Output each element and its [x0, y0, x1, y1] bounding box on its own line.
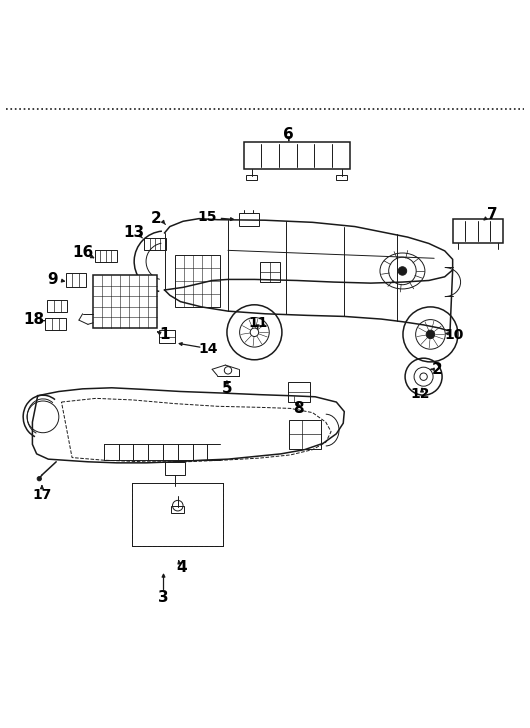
Text: 12: 12 [410, 387, 430, 401]
Circle shape [426, 331, 435, 339]
Bar [93, 275, 157, 328]
Text: 2: 2 [151, 211, 162, 226]
Bar [260, 262, 280, 282]
Bar [288, 382, 310, 402]
Bar [47, 299, 67, 312]
Bar [171, 506, 184, 513]
Text: 7: 7 [487, 207, 498, 222]
Bar [175, 255, 220, 307]
Text: 16: 16 [73, 245, 94, 261]
Circle shape [37, 477, 41, 480]
Text: 8: 8 [293, 401, 304, 416]
Circle shape [250, 328, 259, 336]
Bar [66, 273, 86, 287]
Bar [45, 318, 66, 330]
Text: 14: 14 [199, 342, 218, 356]
Bar [145, 237, 165, 250]
Bar [160, 330, 175, 343]
Text: 10: 10 [445, 328, 464, 342]
Bar [246, 175, 257, 180]
Text: 5: 5 [222, 381, 232, 396]
Text: 13: 13 [123, 226, 145, 240]
Text: 15: 15 [197, 210, 217, 224]
Text: 11: 11 [249, 316, 268, 330]
Text: 1: 1 [160, 328, 170, 342]
Text: 3: 3 [158, 590, 169, 605]
Circle shape [398, 266, 407, 275]
Text: 9: 9 [47, 272, 58, 287]
Bar [453, 219, 503, 243]
Bar [289, 419, 321, 448]
Text: 17: 17 [32, 488, 51, 502]
Text: 4: 4 [176, 560, 187, 575]
Bar [244, 142, 350, 170]
Text: 6: 6 [284, 127, 294, 141]
Bar [238, 213, 259, 226]
Text: 2: 2 [431, 362, 442, 377]
Text: 18: 18 [23, 312, 44, 327]
Bar [337, 175, 347, 180]
Bar [164, 462, 184, 475]
Bar [95, 250, 117, 262]
